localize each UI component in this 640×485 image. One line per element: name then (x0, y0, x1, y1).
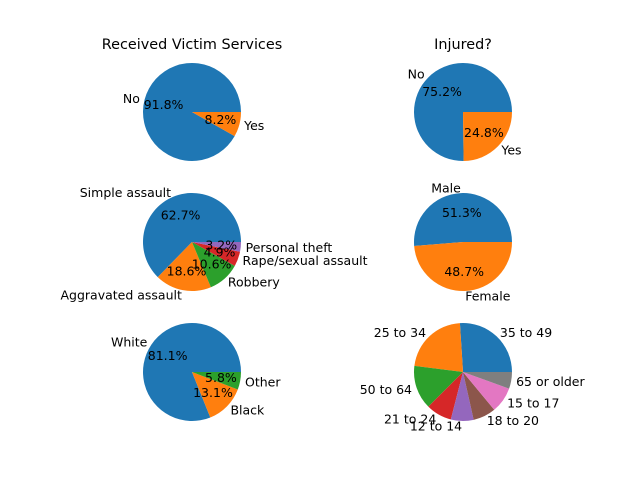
pie-slice (157, 242, 211, 291)
pie-chart-2: Injured? No 75.2% Yes 24.8% (408, 37, 522, 162)
pie-slice (463, 372, 512, 389)
pie-slice (142, 322, 241, 421)
pie-slice (414, 323, 463, 372)
slice-label: Yes (243, 118, 264, 133)
slice-percent-label: 48.7% (444, 264, 484, 279)
slice-label: 35 to 49 (500, 325, 552, 340)
slice-label: Simple assault (80, 185, 171, 200)
slice-percent-label: 62.7% (161, 207, 201, 222)
slice-percent-label: 91.8% (144, 97, 184, 112)
chart-title: Injured? (434, 37, 492, 53)
slice-label: 12 to 14 (410, 418, 462, 433)
slice-percent-label: 18.6% (167, 263, 207, 278)
pie-chart-4: Male 51.3% Female 48.7% (414, 181, 512, 303)
pie-slice (459, 323, 512, 372)
pie-slice (463, 112, 512, 161)
pie-slice (414, 193, 512, 246)
pie-chart-3: Simple assault 62.7% Aggravated assault 18.… (60, 185, 367, 303)
slice-label: 18 to 20 (487, 413, 539, 428)
slice-label: 50 to 64 (360, 382, 412, 397)
slice-label: No (408, 67, 425, 82)
slice-percent-label: 81.1% (148, 348, 188, 363)
slice-percent-label: 51.3% (442, 205, 482, 220)
pie-slice (192, 112, 241, 137)
pie-slice (192, 242, 241, 252)
slice-label: Yes (500, 142, 521, 157)
pie-slice (192, 372, 241, 390)
slice-percent-label: 5.8% (205, 370, 237, 385)
slice-label: Robbery (228, 275, 280, 290)
pie-slice (414, 63, 512, 162)
pie-slice (450, 372, 474, 422)
slice-percent-label: 13.1% (193, 385, 233, 400)
pie-slice (414, 242, 512, 292)
pie-slice (463, 372, 510, 410)
slice-percent-label: 75.2% (422, 84, 462, 99)
pie-slice (414, 365, 463, 407)
slice-percent-label: 24.8% (464, 125, 504, 140)
pie-slice (143, 62, 241, 161)
slice-label: Other (245, 374, 281, 389)
slice-label: Personal theft (246, 240, 333, 255)
pie-slice (143, 192, 241, 278)
pie-slice (428, 372, 463, 420)
pie-chart-1: Received Victim Services No 91.8% Yes 8.2% (102, 37, 282, 161)
slice-label: White (111, 334, 148, 349)
slice-percent-label: 10.6% (192, 256, 232, 271)
slice-label: Female (465, 288, 511, 303)
pie-slice (463, 372, 495, 420)
slice-percent-label: 3.2% (205, 237, 237, 252)
slice-label: Black (230, 402, 265, 417)
slice-label: Aggravated assault (60, 287, 182, 302)
slice-label: Male (431, 181, 461, 196)
slice-label: 25 to 34 (374, 325, 426, 340)
slice-percent-label: 4.9% (204, 245, 236, 260)
slice-label: No (123, 91, 140, 106)
pie-slice (192, 372, 238, 418)
slice-label: 65 or older (516, 374, 585, 389)
slice-label: 21 to 24 (384, 411, 436, 426)
pie-slice (192, 242, 235, 288)
slice-percent-label: 8.2% (205, 112, 237, 127)
slice-label: Rape/sexual assault (243, 253, 368, 268)
slice-label: 15 to 17 (507, 395, 559, 410)
chart-title: Received Victim Services (102, 37, 282, 53)
pie-slice (192, 242, 241, 266)
